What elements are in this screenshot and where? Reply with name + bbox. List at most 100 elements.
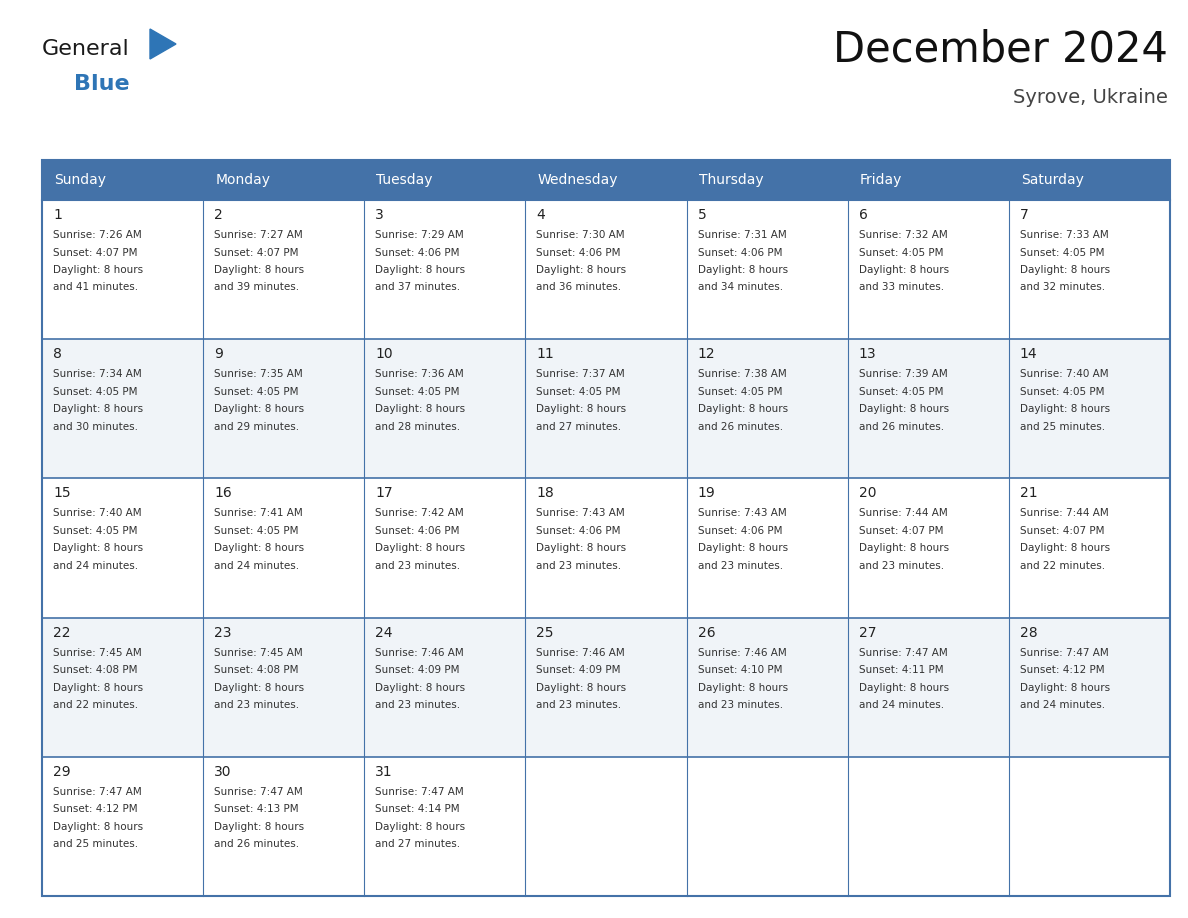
Text: Sunrise: 7:39 AM: Sunrise: 7:39 AM (859, 369, 948, 379)
Text: 20: 20 (859, 487, 877, 500)
Text: Sunset: 4:13 PM: Sunset: 4:13 PM (214, 804, 298, 814)
Text: and 22 minutes.: and 22 minutes. (53, 700, 138, 711)
Text: and 26 minutes.: and 26 minutes. (859, 421, 943, 431)
Bar (687, 160, 848, 200)
Text: December 2024: December 2024 (833, 28, 1168, 70)
Text: and 23 minutes.: and 23 minutes. (375, 561, 461, 571)
Text: Sunset: 4:06 PM: Sunset: 4:06 PM (697, 526, 782, 536)
Text: and 27 minutes.: and 27 minutes. (537, 421, 621, 431)
Text: Sunset: 4:10 PM: Sunset: 4:10 PM (697, 666, 782, 675)
Text: Sunset: 4:05 PM: Sunset: 4:05 PM (1019, 386, 1105, 397)
Text: Daylight: 8 hours: Daylight: 8 hours (214, 543, 304, 554)
Text: Sunset: 4:05 PM: Sunset: 4:05 PM (53, 386, 138, 397)
Bar (525, 160, 687, 200)
Text: Daylight: 8 hours: Daylight: 8 hours (1019, 265, 1110, 275)
Text: and 30 minutes.: and 30 minutes. (53, 421, 138, 431)
Text: 22: 22 (53, 625, 70, 640)
Text: Daylight: 8 hours: Daylight: 8 hours (375, 265, 466, 275)
Text: Daylight: 8 hours: Daylight: 8 hours (859, 404, 949, 414)
Text: 6: 6 (859, 208, 867, 222)
Text: and 23 minutes.: and 23 minutes. (537, 700, 621, 711)
Text: Sunrise: 7:42 AM: Sunrise: 7:42 AM (375, 509, 465, 519)
Text: 1: 1 (53, 208, 62, 222)
Text: Sunrise: 7:46 AM: Sunrise: 7:46 AM (537, 647, 625, 657)
Text: and 24 minutes.: and 24 minutes. (1019, 700, 1105, 711)
Text: 15: 15 (53, 487, 70, 500)
Text: Sunset: 4:09 PM: Sunset: 4:09 PM (375, 666, 460, 675)
Text: and 25 minutes.: and 25 minutes. (53, 839, 138, 849)
Text: and 25 minutes.: and 25 minutes. (1019, 421, 1105, 431)
Text: Sunset: 4:14 PM: Sunset: 4:14 PM (375, 804, 460, 814)
Text: 3: 3 (375, 208, 384, 222)
Text: and 23 minutes.: and 23 minutes. (214, 700, 299, 711)
Text: Sunrise: 7:31 AM: Sunrise: 7:31 AM (697, 230, 786, 240)
Text: Sunset: 4:08 PM: Sunset: 4:08 PM (214, 666, 298, 675)
Text: Sunset: 4:07 PM: Sunset: 4:07 PM (859, 526, 943, 536)
Text: Sunrise: 7:47 AM: Sunrise: 7:47 AM (214, 787, 303, 797)
Text: Sunrise: 7:40 AM: Sunrise: 7:40 AM (53, 509, 141, 519)
Text: Sunrise: 7:37 AM: Sunrise: 7:37 AM (537, 369, 625, 379)
Text: and 23 minutes.: and 23 minutes. (697, 700, 783, 711)
Text: Sunday: Sunday (53, 173, 106, 187)
Text: 7: 7 (1019, 208, 1029, 222)
Text: Sunrise: 7:34 AM: Sunrise: 7:34 AM (53, 369, 141, 379)
Text: Sunrise: 7:44 AM: Sunrise: 7:44 AM (859, 509, 948, 519)
Text: Daylight: 8 hours: Daylight: 8 hours (53, 404, 143, 414)
Text: Daylight: 8 hours: Daylight: 8 hours (697, 265, 788, 275)
Text: Sunset: 4:07 PM: Sunset: 4:07 PM (1019, 526, 1105, 536)
Text: 31: 31 (375, 765, 393, 778)
Text: Tuesday: Tuesday (377, 173, 432, 187)
Text: and 26 minutes.: and 26 minutes. (214, 839, 299, 849)
Text: Daylight: 8 hours: Daylight: 8 hours (697, 404, 788, 414)
Text: Wednesday: Wednesday (537, 173, 618, 187)
Bar (42, 756, 1170, 896)
Text: Daylight: 8 hours: Daylight: 8 hours (1019, 404, 1110, 414)
Text: Sunrise: 7:32 AM: Sunrise: 7:32 AM (859, 230, 948, 240)
Text: Sunrise: 7:47 AM: Sunrise: 7:47 AM (1019, 647, 1108, 657)
Text: Sunset: 4:05 PM: Sunset: 4:05 PM (375, 386, 460, 397)
Text: Daylight: 8 hours: Daylight: 8 hours (697, 543, 788, 554)
Text: Daylight: 8 hours: Daylight: 8 hours (214, 822, 304, 832)
Text: Sunrise: 7:46 AM: Sunrise: 7:46 AM (375, 647, 465, 657)
Bar (42, 618, 1170, 756)
Text: Sunrise: 7:35 AM: Sunrise: 7:35 AM (214, 369, 303, 379)
Text: and 29 minutes.: and 29 minutes. (214, 421, 299, 431)
Text: Daylight: 8 hours: Daylight: 8 hours (214, 265, 304, 275)
Bar (848, 160, 1009, 200)
Text: Sunrise: 7:43 AM: Sunrise: 7:43 AM (537, 509, 625, 519)
Text: Sunset: 4:05 PM: Sunset: 4:05 PM (53, 526, 138, 536)
Text: and 23 minutes.: and 23 minutes. (537, 561, 621, 571)
Bar (42, 160, 203, 200)
Text: Daylight: 8 hours: Daylight: 8 hours (537, 265, 626, 275)
Text: Sunset: 4:05 PM: Sunset: 4:05 PM (859, 386, 943, 397)
Text: Sunrise: 7:29 AM: Sunrise: 7:29 AM (375, 230, 465, 240)
Text: Daylight: 8 hours: Daylight: 8 hours (1019, 543, 1110, 554)
Text: Sunset: 4:05 PM: Sunset: 4:05 PM (214, 526, 298, 536)
Text: 5: 5 (697, 208, 707, 222)
Text: Sunset: 4:06 PM: Sunset: 4:06 PM (537, 526, 621, 536)
Text: and 24 minutes.: and 24 minutes. (214, 561, 299, 571)
Text: Sunrise: 7:45 AM: Sunrise: 7:45 AM (214, 647, 303, 657)
Text: Sunset: 4:06 PM: Sunset: 4:06 PM (697, 248, 782, 258)
Text: and 34 minutes.: and 34 minutes. (697, 283, 783, 293)
Text: Sunset: 4:07 PM: Sunset: 4:07 PM (53, 248, 138, 258)
Text: Blue: Blue (74, 74, 129, 94)
Text: 28: 28 (1019, 625, 1037, 640)
Text: Daylight: 8 hours: Daylight: 8 hours (537, 543, 626, 554)
Text: 17: 17 (375, 487, 393, 500)
Text: and 23 minutes.: and 23 minutes. (859, 561, 943, 571)
Text: Sunset: 4:05 PM: Sunset: 4:05 PM (214, 386, 298, 397)
Text: 27: 27 (859, 625, 877, 640)
Text: and 28 minutes.: and 28 minutes. (375, 421, 461, 431)
Text: 24: 24 (375, 625, 393, 640)
Text: and 37 minutes.: and 37 minutes. (375, 283, 461, 293)
Text: 16: 16 (214, 487, 232, 500)
Bar (1009, 160, 1170, 200)
Text: and 33 minutes.: and 33 minutes. (859, 283, 943, 293)
Text: Sunset: 4:06 PM: Sunset: 4:06 PM (375, 248, 460, 258)
Text: Monday: Monday (215, 173, 270, 187)
Bar (203, 160, 365, 200)
Text: Daylight: 8 hours: Daylight: 8 hours (859, 265, 949, 275)
Text: Daylight: 8 hours: Daylight: 8 hours (214, 404, 304, 414)
Text: Sunset: 4:09 PM: Sunset: 4:09 PM (537, 666, 621, 675)
